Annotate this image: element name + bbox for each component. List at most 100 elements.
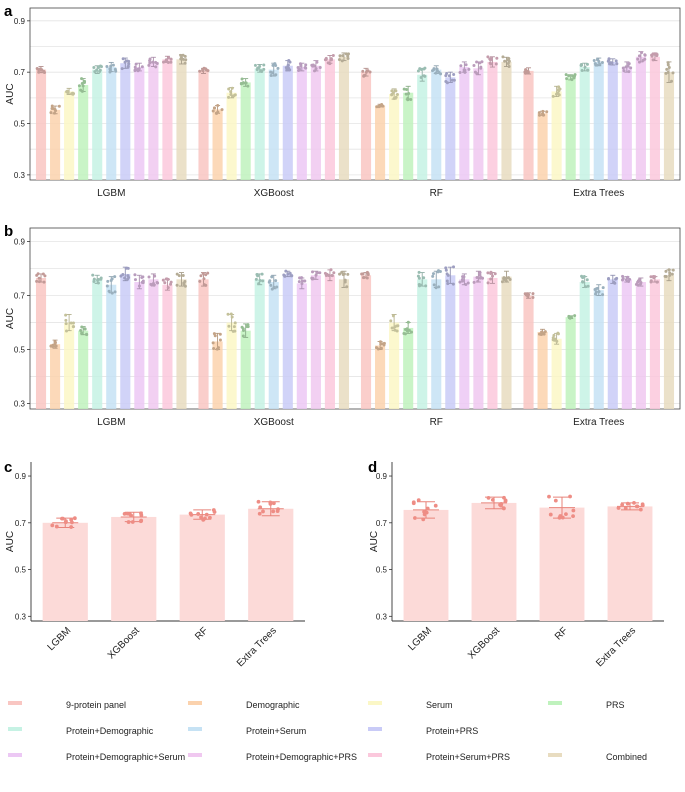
data-point: [436, 270, 440, 274]
x-tick-label: RF: [430, 417, 443, 428]
data-point: [651, 58, 655, 62]
data-point: [571, 514, 575, 519]
y-tick-label: 0.9: [14, 17, 26, 26]
data-point: [445, 279, 449, 283]
data-point: [586, 68, 590, 72]
bar: [92, 69, 103, 180]
data-point: [135, 67, 139, 71]
data-point: [211, 508, 216, 512]
bar: [120, 273, 131, 409]
bar: [338, 279, 350, 409]
legend-swatch: [188, 701, 202, 705]
data-point: [272, 285, 276, 289]
data-point: [226, 312, 230, 316]
x-tick-label: RF: [430, 188, 443, 199]
data-point: [394, 89, 398, 93]
data-point: [381, 342, 385, 346]
data-point: [98, 70, 102, 74]
data-point: [300, 282, 304, 286]
bar: [649, 279, 660, 409]
data-point: [155, 62, 159, 66]
data-point: [230, 86, 234, 90]
legend-label: Serum: [426, 700, 453, 710]
data-point: [553, 498, 558, 503]
bar: [254, 68, 265, 180]
data-point: [113, 275, 117, 279]
data-point: [432, 67, 436, 71]
data-point: [324, 56, 328, 60]
data-point: [80, 325, 84, 329]
data-point: [212, 346, 216, 350]
data-point: [489, 271, 493, 275]
panel-c: c 0.3 0.5 0.7 0.9 AUC LGBM XGBoost RF Extra Trees: [4, 459, 305, 669]
data-point: [130, 520, 135, 524]
data-point: [204, 67, 208, 71]
data-point: [204, 512, 209, 517]
data-point: [60, 516, 64, 521]
data-point: [134, 62, 138, 66]
data-point: [346, 272, 350, 276]
data-point: [445, 81, 449, 85]
data-point: [204, 273, 208, 277]
data-point: [256, 499, 261, 504]
data-point: [557, 89, 561, 93]
data-point: [446, 273, 450, 277]
bar: [50, 344, 61, 409]
panel-label-b: b: [4, 223, 13, 240]
bar: [35, 69, 47, 180]
bar: [621, 279, 632, 409]
data-point: [666, 70, 670, 74]
bar: [268, 282, 279, 409]
bar: [310, 275, 321, 409]
data-point: [259, 69, 263, 73]
data-point: [37, 68, 41, 72]
data-point: [360, 272, 364, 276]
data-point: [620, 278, 624, 282]
data-point: [640, 503, 645, 508]
legend-item: Protein+PRS: [368, 726, 478, 736]
data-point: [462, 275, 466, 279]
data-point: [543, 330, 547, 334]
data-point: [169, 282, 173, 286]
data-point: [69, 525, 74, 529]
data-point: [298, 276, 302, 280]
data-point: [261, 279, 265, 283]
data-point: [211, 109, 215, 113]
data-point: [406, 97, 410, 101]
data-point: [51, 343, 55, 347]
bar: [240, 82, 251, 180]
data-point: [507, 276, 511, 280]
data-point: [260, 272, 264, 276]
data-point: [65, 90, 69, 94]
data-point: [167, 56, 171, 60]
data-point: [41, 272, 45, 276]
data-point: [552, 333, 556, 337]
panel-d: d 0.3 0.5 0.7 0.9 AUC LGBM XGBoost RF Extra Trees: [368, 459, 664, 669]
data-point: [366, 273, 370, 277]
data-point: [460, 277, 464, 281]
data-point: [551, 94, 555, 98]
data-point: [458, 71, 462, 75]
data-point: [133, 273, 137, 277]
data-point: [594, 63, 598, 67]
legend-item: PRS: [548, 700, 625, 710]
data-point: [71, 321, 75, 325]
y-tick-label: 0.5: [14, 346, 26, 355]
panel-label-a: a: [4, 3, 13, 20]
data-point: [80, 82, 84, 86]
data-point: [285, 68, 289, 72]
data-point: [50, 523, 55, 528]
data-point: [239, 81, 243, 85]
data-point: [80, 89, 84, 93]
data-point: [105, 64, 109, 68]
bar: [148, 61, 159, 180]
bar: [50, 109, 61, 180]
data-point: [346, 52, 350, 56]
data-point: [641, 58, 645, 62]
data-point: [505, 58, 509, 62]
data-point: [614, 59, 618, 63]
data-point: [330, 274, 334, 278]
data-point: [182, 282, 186, 286]
data-point: [183, 284, 187, 288]
data-point: [663, 274, 667, 278]
